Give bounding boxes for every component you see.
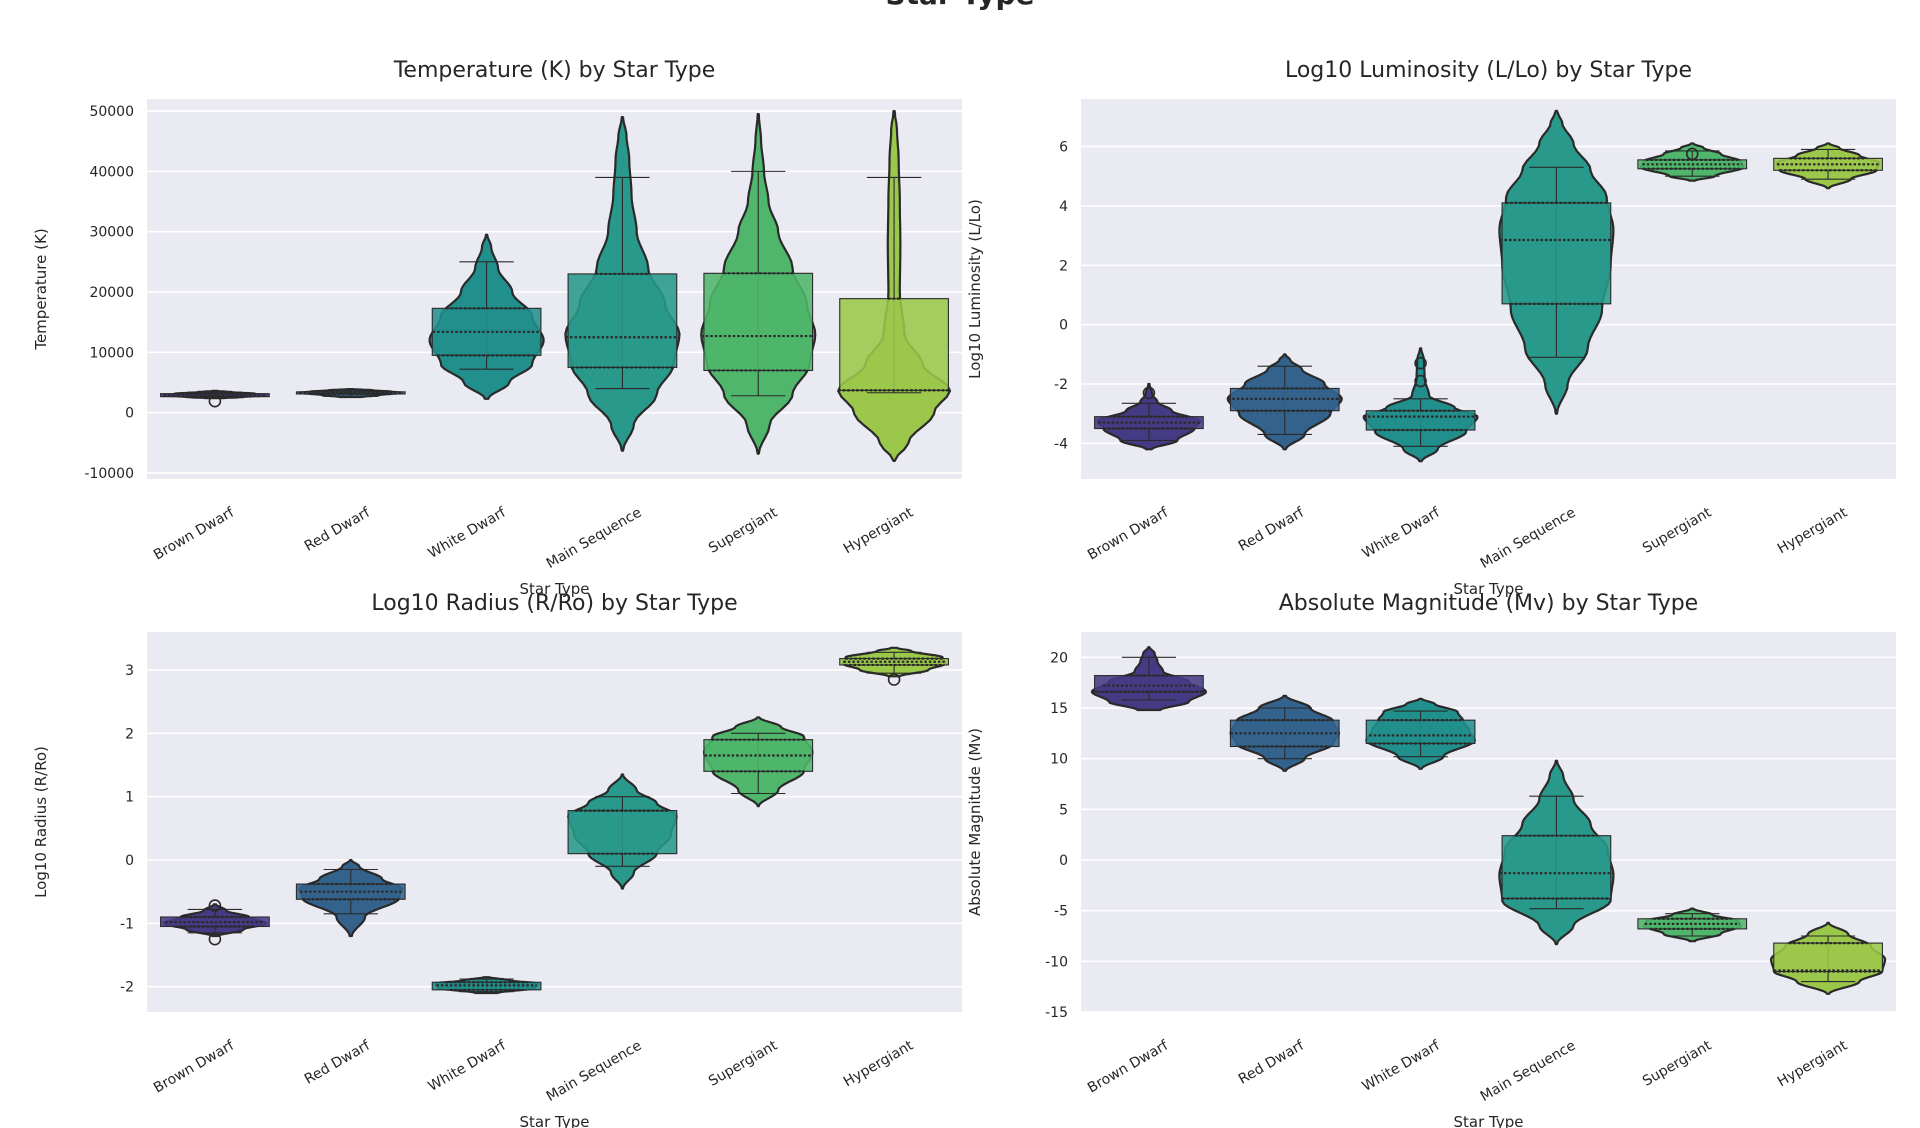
y-tick-label: 20	[1050, 650, 1068, 666]
x-tick-label: White Dwarf	[1360, 504, 1444, 562]
x-tick-label: Supergiant	[1640, 1037, 1715, 1089]
y-tick-label: -2	[120, 980, 134, 996]
y-tick-label: 2	[1059, 258, 1068, 274]
outlier-point	[1414, 356, 1427, 370]
y-tick-label: 20000	[89, 285, 134, 301]
x-tick-label: Brown Dwarf	[151, 1037, 238, 1096]
x-axis-label: Star Type	[520, 1113, 590, 1128]
box	[1501, 202, 1612, 305]
y-axis-label: Temperature (K)	[32, 228, 50, 350]
x-tick-label: Hypergiant	[1775, 1037, 1851, 1090]
subplot-4: -15 -10 -5 0 5 10 15 20 Absolute Magnitude (Mv) …	[966, 591, 1896, 1128]
x-tick-label: Red Dwarf	[302, 1037, 374, 1088]
plot-area	[1081, 632, 1896, 1012]
y-tick-label: -10	[1045, 954, 1068, 970]
y-tick-label: 10000	[89, 345, 134, 361]
x-tick-label: Brown Dwarf	[151, 504, 238, 563]
plot-area	[1081, 99, 1896, 479]
box	[567, 810, 678, 855]
outlier-point	[1414, 374, 1427, 388]
y-tick-label: 0	[1059, 853, 1068, 869]
box	[1365, 410, 1476, 431]
y-axis-label: Log10 Radius (R/Ro)	[32, 746, 50, 898]
outlier-point	[208, 394, 222, 408]
y-tick-label: -2	[1054, 377, 1068, 393]
x-tick-label: Main Sequence	[1478, 505, 1579, 572]
x-axis-label: Star Type	[1454, 580, 1524, 598]
subplot-title: Log10 Luminosity (L/Lo) by Star Type	[1285, 58, 1692, 83]
outlier-point	[887, 673, 901, 686]
subplot-1: -10000 0 10000 20000 30000 40000 50000 Temperat…	[32, 58, 962, 598]
x-tick-label: Hypergiant	[841, 504, 917, 557]
y-tick-label: 40000	[89, 164, 134, 180]
y-tick-label: 5	[1059, 802, 1068, 818]
y-tick-label: 15	[1050, 701, 1068, 717]
y-tick-label: 4	[1059, 199, 1068, 215]
subplot-2: -4 -2 0 2 4 6 Log10 Luminosity (L/Lo) by Star …	[966, 58, 1896, 598]
x-tick-label: Supergiant	[1640, 504, 1715, 556]
x-tick-label: White Dwarf	[426, 1037, 510, 1095]
y-tick-label: 50000	[89, 104, 134, 120]
box	[703, 272, 814, 371]
x-tick-label: Main Sequence	[1478, 1038, 1579, 1105]
y-tick-label: 2	[125, 726, 134, 742]
x-tick-label: Main Sequence	[544, 505, 645, 572]
x-tick-label: Hypergiant	[841, 1037, 917, 1090]
y-tick-label: -1	[120, 916, 134, 932]
y-tick-label: 1	[125, 790, 134, 806]
x-tick-label: White Dwarf	[1360, 1037, 1444, 1095]
x-tick-label: Red Dwarf	[1236, 504, 1308, 555]
outlier-point	[208, 899, 222, 912]
outlier-point	[208, 932, 222, 946]
x-tick-label: Brown Dwarf	[1085, 504, 1172, 563]
y-axis-label: Absolute Magnitude (Mv)	[966, 728, 984, 916]
x-tick-label: White Dwarf	[426, 504, 510, 562]
box	[1501, 835, 1612, 900]
x-tick-label: Hypergiant	[1775, 504, 1851, 557]
y-tick-label: 6	[1059, 140, 1068, 156]
subplot-3: -2 -1 0 1 2 3 Log10 Radius (R/Ro) by Star Type…	[32, 591, 962, 1128]
x-axis-label: Star Type	[520, 580, 590, 598]
subplot-title: Log10 Radius (R/Ro) by Star Type	[371, 591, 737, 616]
y-tick-label: -10000	[84, 466, 134, 482]
y-tick-label: 3	[125, 663, 134, 679]
box	[839, 298, 949, 391]
y-tick-label: -5	[1054, 904, 1068, 920]
plot-area	[147, 632, 962, 1012]
subplot-grid: -1000001000020000300004000050000Temperat…	[32, 58, 1896, 1128]
y-tick-label: 30000	[89, 225, 134, 241]
box	[567, 273, 678, 368]
y-tick-label: -4	[1054, 436, 1068, 452]
y-tick-label: 10	[1050, 752, 1068, 768]
x-tick-label: Brown Dwarf	[1085, 1037, 1172, 1096]
plot-area	[147, 99, 962, 479]
x-tick-label: Red Dwarf	[1236, 1037, 1308, 1088]
subplot-title: Temperature (K) by Star Type	[393, 58, 716, 83]
outlier-point	[1142, 386, 1156, 400]
box	[703, 739, 814, 772]
outlier-point	[1685, 147, 1699, 161]
subplot-title: Absolute Magnitude (Mv) by Star Type	[1279, 591, 1698, 616]
x-tick-label: Supergiant	[706, 504, 781, 556]
box	[1365, 719, 1476, 745]
x-tick-label: Red Dwarf	[302, 504, 374, 555]
x-tick-label: Main Sequence	[544, 1038, 645, 1105]
figure-suptitle: Star Type	[885, 0, 1034, 11]
y-axis-label: Log10 Luminosity (L/Lo)	[966, 199, 984, 379]
y-tick-label: 0	[125, 406, 134, 422]
y-tick-label: 0	[1059, 318, 1068, 334]
x-axis-label: Star Type	[1454, 1113, 1524, 1128]
box	[1094, 675, 1204, 693]
x-tick-label: Supergiant	[706, 1037, 781, 1089]
box	[1773, 942, 1883, 973]
y-tick-label: -15	[1045, 1005, 1068, 1021]
y-tick-label: 0	[125, 853, 134, 869]
